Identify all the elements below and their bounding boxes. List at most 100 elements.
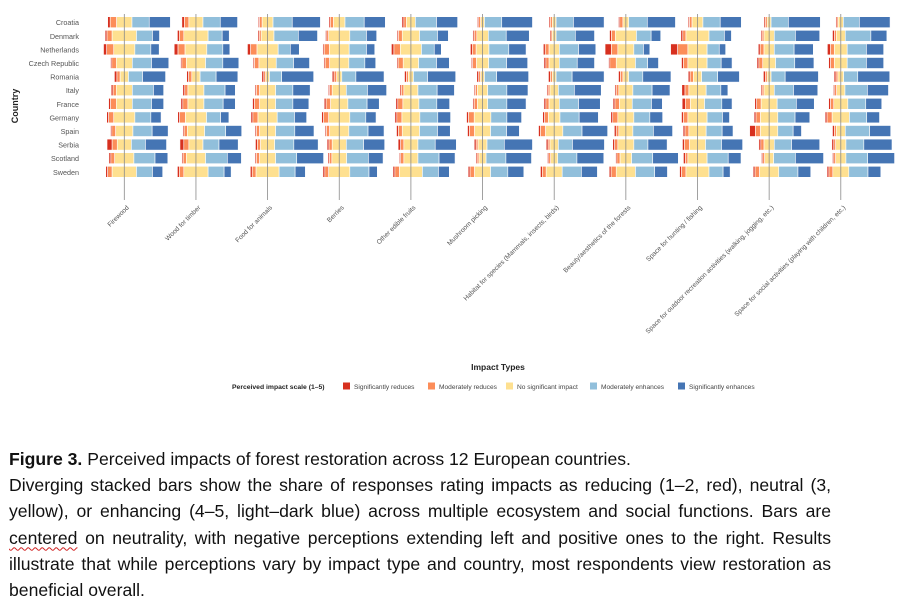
bar-segment-serbia-berries-significantly-enhances <box>363 138 385 151</box>
bar-segment-serbia-other-edible-fruits-significantly-reduces <box>397 138 401 151</box>
impact-type-axis-labels: Firewood Wood for timber Food for animals B… <box>107 204 848 335</box>
bar-segment-croatia-wood-for-timber-significantly-reduces <box>181 16 185 29</box>
bar-segment-netherlands-space-for-outdoor-recrea-moderately-enhances <box>773 43 795 56</box>
bar-segment-scotland-space-for-outdoor-recrea-significantly-enhances <box>795 152 824 164</box>
bar-segment-france-other-edible-fruits-moderately-enhances <box>418 98 438 110</box>
bar-segment-italy-space-for-hunting-fishin-significantly-reduces <box>681 84 686 96</box>
bar-segment-france-space-for-hunting-fishin-significantly-reduces <box>681 98 686 110</box>
bar-segment-scotland-space-for-outdoor-recrea-moderately-enhances <box>773 152 796 164</box>
bar-segment-czech-republic-space-for-outdoor-recrea-moderately-reduces <box>758 57 764 69</box>
bar-segment-netherlands-wood-for-timber-significantly-reduces <box>173 43 179 56</box>
bar-segment-denmark-berries-moderately-enhances <box>349 29 367 42</box>
bar-segment-germany-firewood-moderately-reduces <box>108 111 115 124</box>
bar-segment-serbia-habitat-for-species-mamm-significantly-enhances <box>572 138 605 151</box>
bar-segment-spain-habitat-for-species-mamm-significantly-enhances <box>581 125 608 137</box>
bar-segment-netherlands-beauty-aesthetics-of-the-moderately-enhances <box>633 43 644 56</box>
bar-segment-czech-republic-space-for-hunting-fishin-significantly-enhances <box>720 57 733 69</box>
bar-segment-sweden-beauty-aesthetics-of-the-significantly-enhances <box>654 166 668 178</box>
diverging-bar-chart: Croatia Denmark Netherlands Czech Republic R… <box>10 14 895 391</box>
bar-segment-romania-beauty-aesthetics-of-the-moderately-reduces <box>620 70 624 83</box>
bar-segment-denmark-wood-for-timber-moderately-enhances <box>207 29 223 42</box>
legend-swatch-moderately-enhances <box>590 382 597 390</box>
bar-segment-sweden-space-for-social-activit-moderately-enhances <box>848 166 869 178</box>
bar-segment-netherlands-space-for-social-activit-moderately-enhances <box>846 43 867 56</box>
bar-segment-serbia-food-for-animals-significantly-enhances <box>293 138 319 151</box>
legend-swatch-significantly-enhances <box>678 382 685 390</box>
bar-segment-sweden-space-for-social-activit-significantly-enhances <box>867 166 882 178</box>
bar-segment-denmark-other-edible-fruits-moderately-reduces <box>398 29 403 42</box>
legend-swatch-significantly-reduces <box>343 382 350 390</box>
bar-segment-serbia-firewood-significantly-enhances <box>145 138 167 151</box>
bar-segment-netherlands-other-edible-fruits-moderately-enhances <box>421 43 435 56</box>
bar-segment-sweden-space-for-hunting-fishin-moderately-enhances <box>708 166 724 178</box>
bar-segment-serbia-beauty-aesthetics-of-the-moderately-reduces <box>614 138 619 151</box>
bar-segment-netherlands-space-for-outdoor-recrea-moderately-reduces <box>759 43 765 56</box>
bar-segment-denmark-habitat-for-species-mamm-significantly-enhances <box>575 29 595 42</box>
bar-segment-croatia-firewood-significantly-enhances <box>148 16 171 29</box>
bar-segment-netherlands-wood-for-timber-moderately-enhances <box>206 43 224 56</box>
bar-segment-czech-republic-food-for-animals-significantly-enhances <box>293 57 310 69</box>
bar-segment-czech-republic-mushroom-picking-significantly-enhances <box>506 57 528 69</box>
bar-segment-netherlands-space-for-social-activit-significantly-reduces <box>827 43 831 56</box>
legend-label-significantly-reduces: Significantly reduces <box>354 384 415 391</box>
bar-segment-italy-space-for-hunting-fishin-significantly-enhances <box>720 84 729 96</box>
country-label-croatia: Croatia <box>56 18 79 27</box>
bar-segment-serbia-space-for-outdoor-recrea-moderately-reduces <box>760 138 765 151</box>
bar-segment-spain-wood-for-timber-moderately-enhances <box>204 125 227 137</box>
bar-segment-france-other-edible-fruits-significantly-enhances <box>436 98 450 110</box>
bar-segment-serbia-beauty-aesthetics-of-the-significantly-enhances <box>647 138 668 151</box>
bar-segment-germany-firewood-significantly-enhances <box>150 111 162 124</box>
bar-segment-czech-republic-wood-for-timber-moderately-reduces <box>181 57 187 69</box>
bar-segment-spain-firewood-moderately-enhances <box>132 125 153 137</box>
bar-segment-italy-firewood-moderately-reduces <box>112 84 117 96</box>
bar-segment-netherlands-space-for-social-activit-significantly-enhances <box>866 43 884 56</box>
impact-label-berries: Berries <box>326 204 346 224</box>
bar-segment-denmark-firewood-moderately-enhances <box>136 29 153 42</box>
bar-segment-denmark-space-for-social-activit-significantly-enhances <box>870 29 888 42</box>
bar-segment-spain-wood-for-timber-moderately-reduces <box>183 125 188 137</box>
bar-segment-italy-wood-for-timber-moderately-enhances <box>203 84 226 96</box>
bar-segment-romania-wood-for-timber-moderately-reduces <box>188 70 193 83</box>
bar-segment-germany-mushroom-picking-moderately-enhances <box>490 111 508 124</box>
bar-segment-serbia-space-for-social-activit-significantly-enhances <box>863 138 893 151</box>
bar-segment-italy-habitat-for-species-mamm-moderately-enhances <box>558 84 575 96</box>
country-label-romania: Romania <box>50 73 79 82</box>
bar-segment-croatia-space-for-hunting-fishin-moderately-reduces <box>689 16 693 29</box>
bar-segment-spain-wood-for-timber-significantly-enhances <box>225 125 243 137</box>
bar-segment-romania-habitat-for-species-mamm-moderately-enhances <box>555 70 573 83</box>
spellcheck-flagged-word[interactable]: centered <box>9 527 78 548</box>
bar-segment-czech-republic-habitat-for-species-mamm-moderately-enhances <box>559 57 578 69</box>
bar-segment-italy-beauty-aesthetics-of-the-moderately-reduces <box>615 84 620 96</box>
bar-segment-serbia-space-for-social-activit-moderately-enhances <box>845 138 865 151</box>
legend-label-moderately-enhances: Moderately enhances <box>601 384 665 391</box>
bar-segment-scotland-other-edible-fruits-moderately-reduces <box>400 152 405 164</box>
bar-segment-spain-space-for-social-activit-significantly-enhances <box>869 125 892 137</box>
bar-segment-sweden-firewood-moderately-enhances <box>136 166 153 178</box>
bar-segment-spain-habitat-for-species-mamm-moderately-reduces <box>540 125 546 137</box>
bar-segment-germany-beauty-aesthetics-of-the-moderately-reduces <box>612 111 619 124</box>
bar-segment-spain-firewood-moderately-reduces <box>111 125 116 137</box>
bar-segment-denmark-space-for-outdoor-recrea-significantly-enhances <box>795 29 821 42</box>
country-label-scotland: Scotland <box>51 154 79 163</box>
bar-segment-croatia-beauty-aesthetics-of-the-significantly-enhances <box>646 16 676 29</box>
bar-segment-spain-mushroom-picking-significantly-enhances <box>506 125 520 137</box>
bar-segment-spain-food-for-animals-moderately-reduces <box>256 125 260 137</box>
bar-segment-czech-republic-beauty-aesthetics-of-the-moderately-reduces <box>609 57 617 69</box>
bar-segment-sweden-firewood-significantly-enhances <box>152 166 164 178</box>
bar-segment-germany-berries-significantly-enhances <box>365 111 377 124</box>
bar-segment-romania-firewood-moderately-enhances <box>128 70 143 83</box>
bar-segment-croatia-mushroom-picking-significantly-enhances <box>501 16 533 29</box>
bar-segment-spain-food-for-animals-moderately-enhances <box>275 125 296 137</box>
bar-segment-croatia-space-for-outdoor-recrea-moderately-enhances <box>770 16 789 29</box>
legend-label-significantly-enhances: Significantly enhances <box>689 384 755 391</box>
bar-segment-croatia-wood-for-timber-significantly-enhances <box>219 16 238 29</box>
bar-segment-serbia-wood-for-timber-moderately-enhances <box>202 138 220 151</box>
bar-segment-france-firewood-moderately-enhances <box>132 98 152 110</box>
bar-segment-serbia-space-for-hunting-fishin-significantly-enhances <box>721 138 743 151</box>
bar-segment-france-space-for-social-activit-significantly-enhances <box>865 98 883 110</box>
bar-segment-sweden-berries-moderately-enhances <box>349 166 370 178</box>
bar-segment-spain-space-for-social-activit-moderately-enhances <box>844 125 870 137</box>
bar-segment-croatia-wood-for-timber-moderately-enhances <box>202 16 221 29</box>
bar-segment-croatia-space-for-social-activit-moderately-enhances <box>843 16 860 29</box>
bar-segment-germany-beauty-aesthetics-of-the-moderately-enhances <box>633 111 651 124</box>
